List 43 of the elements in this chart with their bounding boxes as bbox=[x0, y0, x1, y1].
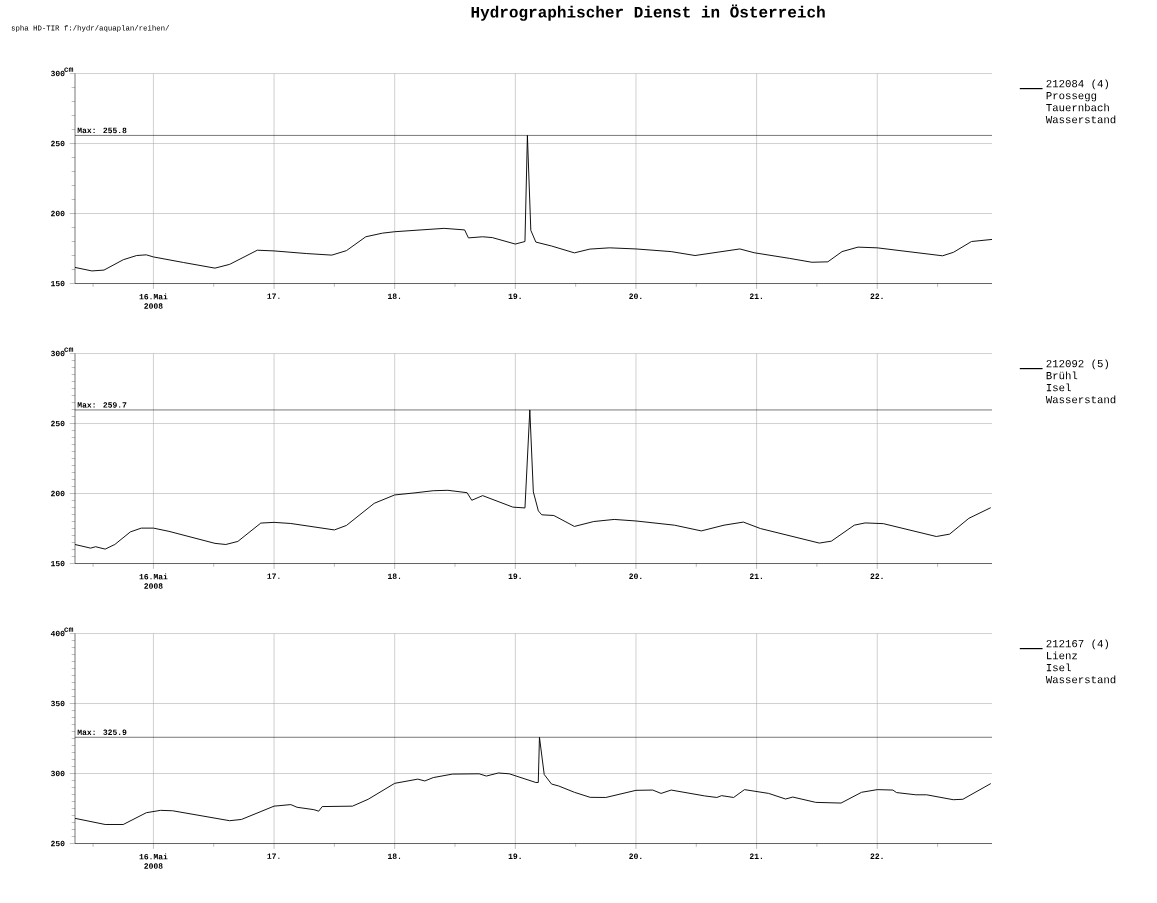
x-tick-label: 19. bbox=[508, 573, 521, 580]
x-tick-label: 20. bbox=[629, 293, 642, 300]
y-tick-label: 300 bbox=[50, 771, 65, 777]
y-tick-label: 300 bbox=[50, 351, 65, 357]
ref-line-label: Max: 325.9 bbox=[77, 729, 127, 736]
legend-label: 212167 (4) Lienz Isel Wasserstand bbox=[1045, 639, 1116, 684]
x-tick-label: 22. bbox=[870, 573, 883, 580]
x-tick-label: 17. bbox=[267, 573, 280, 580]
x-tick-label: 17. bbox=[267, 853, 280, 860]
y-tick-label: 250 bbox=[51, 141, 65, 147]
y-tick-label: 200 bbox=[51, 491, 65, 497]
x-tick-label: 21. bbox=[749, 573, 762, 580]
x-tick-label: 20. bbox=[629, 853, 642, 860]
y-tick-label: 150 bbox=[51, 561, 65, 567]
x-tick-label: 21. bbox=[749, 293, 762, 300]
y-axis-title: cm bbox=[64, 627, 74, 633]
y-tick-label: 200 bbox=[51, 211, 65, 217]
x-tick-label: 22. bbox=[870, 293, 883, 300]
x-tick-label: 19. bbox=[508, 853, 521, 860]
y-axis-title: cm bbox=[64, 67, 74, 73]
chart-title: Hydrographischer Dienst in Österreich bbox=[471, 4, 825, 22]
ref-line-label: Max: 259.7 bbox=[77, 402, 127, 408]
y-tick-label: 300 bbox=[50, 71, 65, 77]
legend-label: 212092 (5) Brühl Isel Wasserstand bbox=[1045, 359, 1116, 404]
x-tick-label: 17. bbox=[267, 293, 280, 300]
y-axis-title: cm bbox=[64, 347, 74, 353]
x-tick-label: 20. bbox=[629, 573, 642, 580]
x-tick-label: 18. bbox=[388, 853, 401, 860]
x-tick-label: 19. bbox=[508, 293, 521, 300]
x-tick-label: 16.Mai 2008 bbox=[139, 573, 168, 590]
y-tick-label: 250 bbox=[51, 841, 65, 847]
legend-label: 212084 (4) Prossegg Tauernbach Wasserstand bbox=[1045, 79, 1116, 124]
x-tick-label: 18. bbox=[388, 293, 401, 300]
ref-line-label: Max: 255.8 bbox=[77, 127, 127, 134]
y-tick-label: 150 bbox=[51, 281, 65, 287]
x-tick-label: 18. bbox=[388, 573, 401, 580]
x-tick-label: 22. bbox=[870, 853, 883, 860]
x-tick-label: 16.Mai 2008 bbox=[139, 293, 168, 310]
y-tick-label: 400 bbox=[50, 631, 65, 637]
y-tick-label: 250 bbox=[51, 421, 65, 427]
y-tick-label: 350 bbox=[50, 701, 65, 707]
x-tick-label: 16.Mai 2008 bbox=[139, 853, 168, 870]
x-tick-label: 21. bbox=[749, 853, 762, 860]
